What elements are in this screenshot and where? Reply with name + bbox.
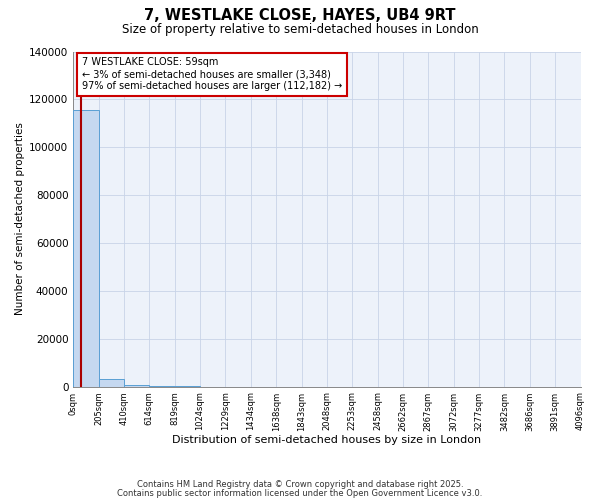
Text: 7 WESTLAKE CLOSE: 59sqm
← 3% of semi-detached houses are smaller (3,348)
97% of : 7 WESTLAKE CLOSE: 59sqm ← 3% of semi-det… <box>82 58 342 90</box>
Bar <box>73 110 98 386</box>
Text: Contains HM Land Registry data © Crown copyright and database right 2025.: Contains HM Land Registry data © Crown c… <box>137 480 463 489</box>
Bar <box>98 378 124 386</box>
Text: Size of property relative to semi-detached houses in London: Size of property relative to semi-detach… <box>122 22 478 36</box>
Text: 7, WESTLAKE CLOSE, HAYES, UB4 9RT: 7, WESTLAKE CLOSE, HAYES, UB4 9RT <box>144 8 456 22</box>
Bar <box>124 384 149 386</box>
Text: Contains public sector information licensed under the Open Government Licence v3: Contains public sector information licen… <box>118 488 482 498</box>
Y-axis label: Number of semi-detached properties: Number of semi-detached properties <box>15 122 25 316</box>
X-axis label: Distribution of semi-detached houses by size in London: Distribution of semi-detached houses by … <box>172 435 481 445</box>
